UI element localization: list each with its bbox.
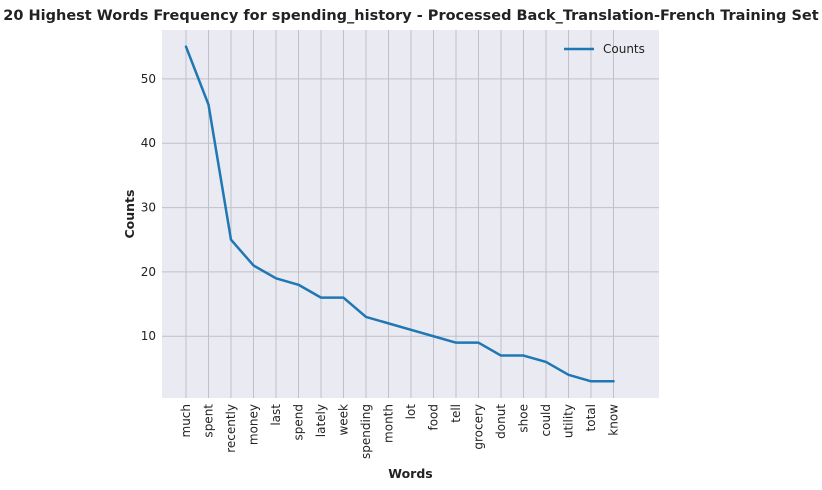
grid-lines xyxy=(162,30,659,398)
x-tick-label: donut xyxy=(494,404,508,439)
y-tick-label: 50 xyxy=(141,72,156,86)
x-tick-label: utility xyxy=(562,404,576,438)
series-layer xyxy=(184,45,615,383)
x-tick-label: lot xyxy=(404,404,418,420)
chart-title: 20 Highest Words Frequency for spending_… xyxy=(3,8,819,24)
x-tick-label: much xyxy=(179,404,193,438)
x-tick-label: money xyxy=(247,404,261,445)
x-tick-label: know xyxy=(607,404,621,436)
legend: Counts xyxy=(564,42,645,56)
x-axis-title: Words xyxy=(388,466,432,481)
x-tick-label: could xyxy=(539,404,553,437)
x-tick-label: recently xyxy=(224,404,238,453)
x-tick-label: week xyxy=(337,404,351,436)
x-tick-label: grocery xyxy=(472,404,486,450)
y-axis-ticks: 10 20 30 40 50 xyxy=(141,72,156,343)
y-tick-label: 40 xyxy=(141,136,156,150)
series-line-counts xyxy=(184,45,615,383)
x-tick-label: spent xyxy=(202,404,216,438)
y-tick-label: 10 xyxy=(141,329,156,343)
x-tick-label: lately xyxy=(314,404,328,437)
x-axis-ticks: much spent recently money last spend lately wee… xyxy=(179,404,621,459)
y-tick-label: 20 xyxy=(141,265,156,279)
x-tick-label: total xyxy=(584,404,598,431)
x-tick-label: last xyxy=(269,404,283,426)
y-axis-title: Counts xyxy=(122,190,137,239)
x-tick-label: tell xyxy=(449,404,463,423)
x-tick-label: month xyxy=(382,404,396,443)
x-tick-label: spend xyxy=(292,404,306,440)
x-tick-label: food xyxy=(427,404,441,431)
legend-label-counts: Counts xyxy=(603,42,645,56)
y-tick-label: 30 xyxy=(141,201,156,215)
x-tick-label: spending xyxy=(359,404,373,459)
x-tick-label: shoe xyxy=(517,404,531,433)
